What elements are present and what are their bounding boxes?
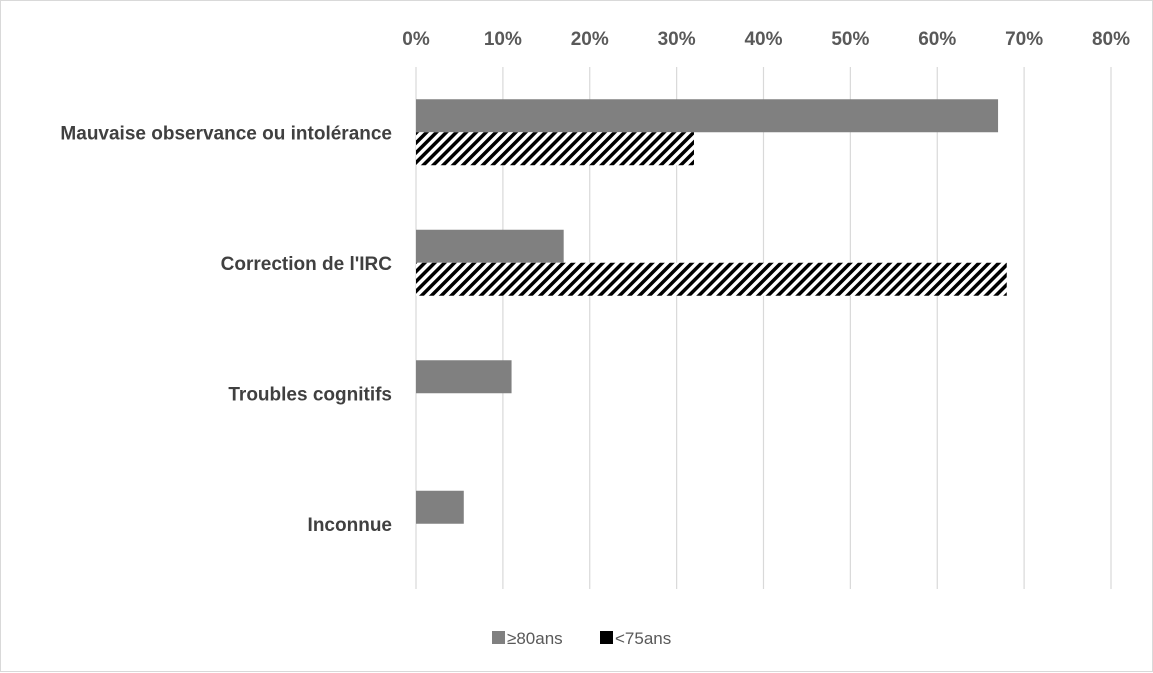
- x-tick-label: 80%: [1092, 29, 1130, 50]
- x-tick-label: 20%: [571, 29, 609, 50]
- bar-80ans: [416, 229, 564, 263]
- x-tick-label: 40%: [744, 29, 782, 50]
- bar-80ans: [416, 99, 999, 133]
- legend-label: ≥80ans: [507, 629, 563, 648]
- bar-80ans: [416, 360, 512, 394]
- legend-swatch: [600, 631, 613, 644]
- x-tick-label: 50%: [831, 29, 869, 50]
- category-label: Troubles cognitifs: [228, 384, 392, 405]
- legend-swatch: [492, 631, 505, 644]
- x-tick-label: 10%: [484, 29, 522, 50]
- legend: ≥80ans <75ans: [492, 629, 671, 648]
- bar-80ans: [416, 490, 464, 524]
- bar-75ans: [416, 132, 694, 166]
- category-label: Mauvaise observance ou intolérance: [60, 123, 392, 144]
- category-label: Correction de l'IRC: [221, 254, 393, 275]
- bar-75ans: [416, 262, 1007, 296]
- x-tick-label: 60%: [918, 29, 956, 50]
- x-tick-label: 0%: [402, 29, 430, 50]
- legend-label: <75ans: [615, 629, 671, 648]
- category-label: Inconnue: [308, 515, 392, 536]
- x-axis-ticks: 0% 10% 20% 30% 40% 50% 60% 70% 80%: [402, 29, 1130, 50]
- x-tick-label: 70%: [1005, 29, 1043, 50]
- bars: [416, 99, 1007, 524]
- x-tick-label: 30%: [658, 29, 696, 50]
- category-labels: Mauvaise observance ou intolérance Correc…: [60, 123, 392, 536]
